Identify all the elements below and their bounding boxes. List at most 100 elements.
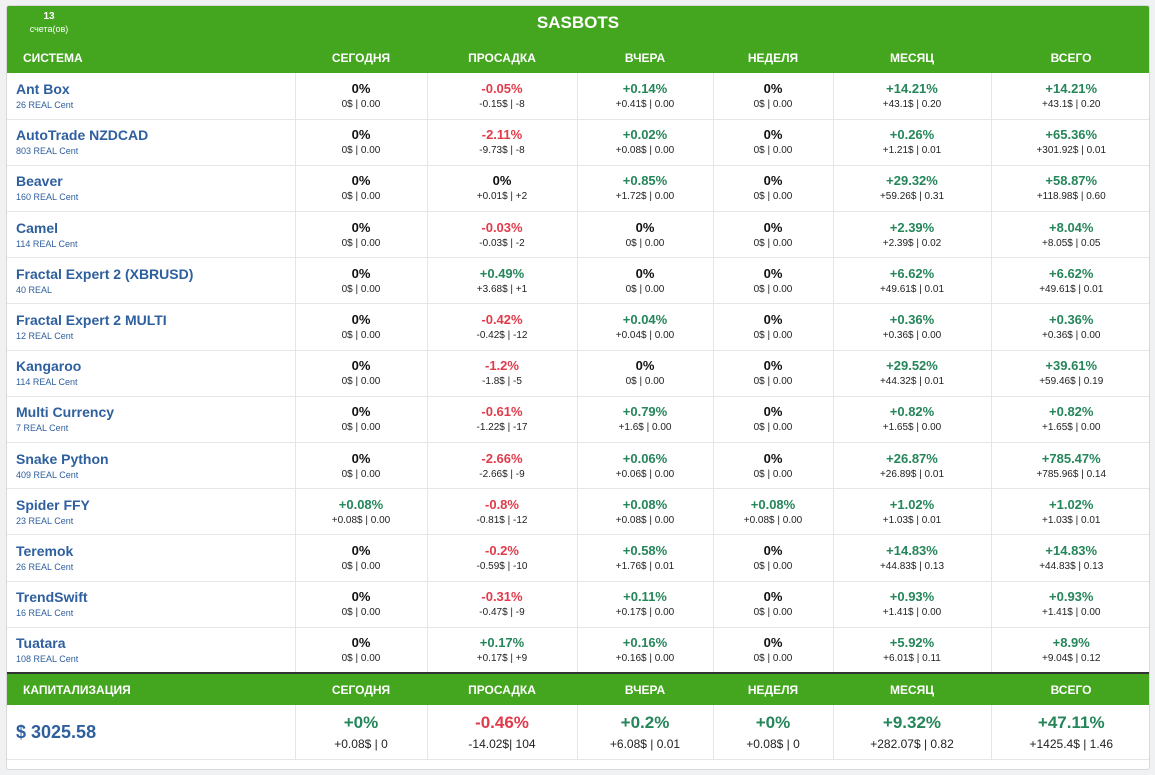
accounts-count-label: счета(ов) [29, 24, 69, 34]
amount-value: +0.41$ | 0.00 [615, 98, 675, 110]
percent-value: 0% [763, 312, 783, 328]
amount-value: -1.22$ | -17 [476, 422, 528, 434]
cell-month: +29.32% +59.26$ | 0.31 [833, 165, 992, 213]
system-name-link[interactable]: AutoTrade NZDCAD [16, 127, 149, 144]
page-title: SASBOTS [536, 13, 620, 32]
column-header-month[interactable]: МЕСЯЦ [833, 43, 991, 73]
column-header-yesterday[interactable]: ВЧЕРА [577, 43, 713, 73]
percent-value: 0% [763, 265, 783, 281]
column-header-today[interactable]: СЕГОДНЯ [295, 673, 427, 706]
amount-value: 0$ | 0.00 [753, 560, 793, 572]
percent-value: -2.11% [481, 127, 523, 143]
title-bar: 13 счета(ов) SASBOTS [7, 6, 1149, 43]
table-row: Snake Python 409 REAL Cent 0% 0$ | 0.00 -2.6… [7, 442, 1149, 490]
column-header-drawdown[interactable]: ПРОСАДКА [427, 673, 577, 706]
percent-value: 0% [351, 450, 371, 466]
percent-value: -0.61% [481, 404, 523, 420]
percent-value: +14.21% [1045, 80, 1098, 96]
amount-value: 0$ | 0.00 [753, 468, 793, 480]
system-name-link[interactable]: Fractal Expert 2 MULTI [16, 312, 167, 329]
cell-yesterday: +0.08% +0.08$ | 0.00 [577, 488, 714, 536]
amount-value: +3.68$ | +1 [476, 283, 528, 295]
percent-value: +9.32% [882, 713, 942, 733]
column-header-drawdown[interactable]: ПРОСАДКА [427, 43, 577, 73]
system-name-link[interactable]: Spider FFY [16, 496, 90, 513]
percent-value: +29.32% [886, 173, 938, 189]
amount-value: +26.89$ | 0.01 [879, 468, 945, 480]
cell-week: 0% 0$ | 0.00 [713, 211, 834, 259]
percent-value: +39.61% [1045, 358, 1098, 374]
column-header-total[interactable]: ВСЕГО [991, 43, 1149, 73]
cell-month: +14.83% +44.83$ | 0.13 [833, 534, 992, 582]
percent-value: +0.02% [622, 127, 668, 143]
percent-value: 0% [351, 404, 371, 420]
amount-value: -0.03$ | -2 [479, 237, 525, 249]
amount-value: -2.66$ | -9 [479, 468, 525, 480]
amount-value: +0.36$ | 0.00 [882, 330, 942, 342]
system-name-link[interactable]: Ant Box [16, 80, 70, 97]
system-cell: Beaver 160 REAL Cent [7, 165, 296, 213]
cell-month: +0.82% +1.65$ | 0.00 [833, 396, 992, 444]
system-name-link[interactable]: Kangaroo [16, 358, 82, 375]
percent-value: +0% [755, 713, 791, 733]
system-name-link[interactable]: Tuatara [16, 635, 66, 652]
system-cell: TrendSwift 16 REAL Cent [7, 581, 296, 628]
amount-value: +301.92$ | 0.01 [1036, 145, 1107, 157]
amount-value: 0$ | 0.00 [341, 653, 381, 665]
system-cell: Fractal Expert 2 MULTI 12 REAL Cent [7, 303, 296, 351]
cell-total: +6.62% +49.61$ | 0.01 [991, 257, 1149, 305]
amount-value: +1.21$ | 0.01 [882, 145, 942, 157]
column-header-month[interactable]: МЕСЯЦ [833, 673, 991, 706]
percent-value: 0% [763, 450, 783, 466]
column-header-today[interactable]: СЕГОДНЯ [295, 43, 427, 73]
systems-table: СИСТЕМА СЕГОДНЯ ПРОСАДКА ВЧЕРА НЕДЕЛЯ МЕСЯЦ ВС… [7, 43, 1149, 760]
amount-value: 0$ | 0.00 [625, 283, 665, 295]
column-header-total[interactable]: ВСЕГО [991, 673, 1149, 706]
system-name-link[interactable]: Teremok [16, 542, 74, 559]
amount-value: 0$ | 0.00 [341, 422, 381, 434]
percent-value: +0.36% [889, 312, 935, 328]
percent-value: 0% [763, 173, 783, 189]
column-header-system[interactable]: СИСТЕМА [7, 43, 295, 73]
amount-value: +44.83$ | 0.13 [879, 560, 945, 572]
column-header-system[interactable]: КАПИТАЛИЗАЦИЯ [7, 673, 295, 706]
cell-drawdown: -0.61% -1.22$ | -17 [427, 396, 578, 444]
percent-value: +1.02% [889, 496, 935, 512]
amount-value: 0$ | 0.00 [341, 237, 381, 249]
system-cell: Kangaroo 114 REAL Cent [7, 350, 296, 397]
cell-week: +0.08% +0.08$ | 0.00 [713, 488, 834, 536]
system-name-link[interactable]: TrendSwift [16, 589, 88, 606]
amount-value: 0$ | 0.00 [341, 283, 381, 295]
cell-week: 0% 0$ | 0.00 [713, 396, 834, 444]
cell-drawdown: -0.46% -14.02$| 104 [427, 705, 578, 760]
amount-value: +0.01$ | +2 [476, 191, 528, 203]
system-account: 12 REAL Cent [16, 331, 74, 342]
cell-month: +0.36% +0.36$ | 0.00 [833, 303, 992, 351]
system-account: 16 REAL Cent [16, 608, 74, 619]
amount-value: +118.98$ | 0.60 [1036, 191, 1106, 203]
system-account: 26 REAL Cent [16, 561, 74, 572]
percent-value: +47.11% [1037, 713, 1105, 733]
system-name-link[interactable]: Beaver [16, 173, 63, 190]
column-header-yesterday[interactable]: ВЧЕРА [577, 673, 713, 706]
amount-value: 0$ | 0.00 [341, 376, 381, 388]
percent-value: +14.83% [886, 542, 938, 558]
amount-value: 0$ | 0.00 [341, 330, 381, 342]
column-header-week[interactable]: НЕДЕЛЯ [713, 43, 833, 73]
cell-yesterday: +0.11% +0.17$ | 0.00 [577, 581, 714, 628]
percent-value: -1.2% [485, 358, 519, 374]
cell-week: 0% 0$ | 0.00 [713, 73, 834, 120]
system-name-link[interactable]: Fractal Expert 2 (XBRUSD) [16, 265, 194, 282]
system-name-link[interactable]: Snake Python [16, 450, 109, 467]
cell-total: +0.82% +1.65$ | 0.00 [991, 396, 1149, 444]
cell-total: +58.87% +118.98$ | 0.60 [991, 165, 1149, 213]
amount-value: +1.76$ | 0.01 [615, 560, 675, 572]
cell-drawdown: 0% +0.01$ | +2 [427, 165, 578, 213]
percent-value: 0% [351, 80, 371, 96]
amount-value: 0$ | 0.00 [753, 145, 793, 157]
system-name-link[interactable]: Camel [16, 219, 59, 236]
percent-value: +5.92% [889, 635, 935, 651]
column-header-week[interactable]: НЕДЕЛЯ [713, 673, 833, 706]
system-name-link[interactable]: Multi Currency [16, 404, 115, 421]
percent-value: +1.02% [1049, 496, 1094, 512]
